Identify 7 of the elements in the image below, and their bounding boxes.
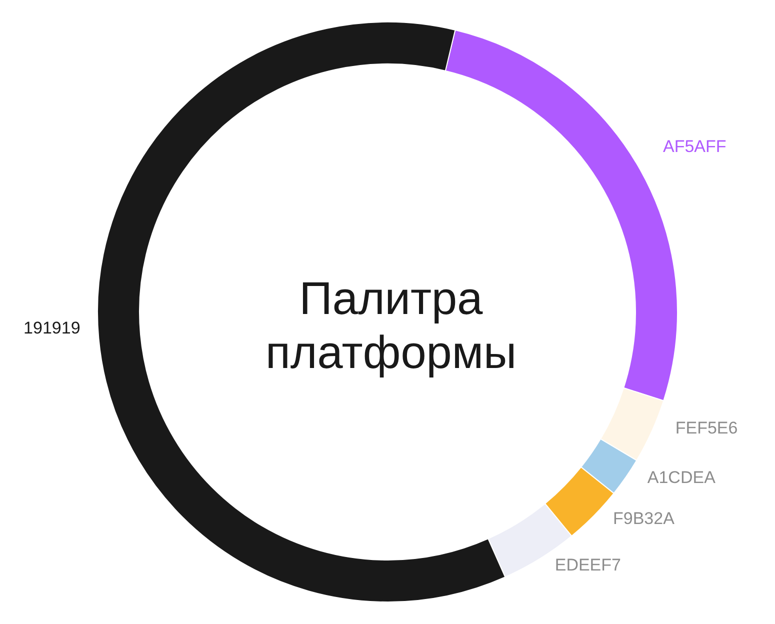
text: Палитра платформы bbox=[265, 272, 517, 378]
slice-label: AF5AFF bbox=[662, 137, 726, 156]
slice-label: FEF5E6 bbox=[675, 418, 738, 438]
slice-label: A1CDEA bbox=[647, 468, 716, 487]
slice-label: EDEEF7 bbox=[554, 556, 621, 575]
slice-label: F9B32A bbox=[613, 509, 676, 528]
slice-label: 191919 bbox=[24, 318, 80, 338]
